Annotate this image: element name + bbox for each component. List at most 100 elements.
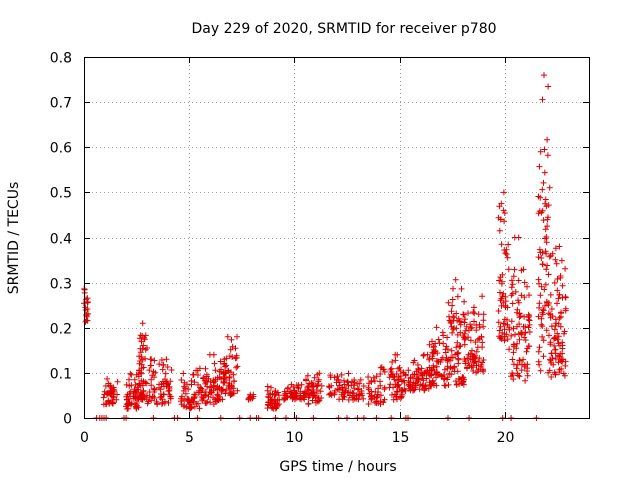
data-point — [158, 357, 165, 363]
data-point — [228, 336, 235, 343]
data-point — [389, 359, 396, 365]
data-point — [438, 372, 445, 379]
data-point — [456, 318, 463, 325]
data-point — [559, 339, 566, 346]
data-point — [281, 396, 287, 403]
data-point — [420, 352, 427, 359]
data-point — [461, 341, 468, 348]
data-point — [297, 394, 304, 400]
data-point — [516, 357, 523, 364]
data-point — [474, 368, 481, 375]
data-point — [443, 343, 450, 350]
data-point — [558, 257, 565, 264]
data-point — [214, 391, 221, 398]
data-point — [556, 291, 563, 298]
data-point — [558, 309, 565, 316]
data-point — [377, 371, 384, 377]
data-point — [463, 323, 470, 330]
data-point — [461, 330, 468, 337]
data-point — [505, 266, 512, 273]
data-point — [234, 387, 241, 394]
data-point — [351, 395, 358, 402]
data-point — [468, 363, 475, 370]
data-point — [305, 394, 312, 401]
data-point — [552, 346, 559, 353]
data-point — [168, 367, 175, 373]
data-point — [513, 309, 520, 316]
data-point — [502, 293, 509, 300]
data-point — [448, 347, 455, 354]
data-point — [444, 334, 451, 341]
data-point — [181, 397, 188, 403]
data-point — [542, 281, 549, 288]
data-point — [452, 276, 459, 283]
data-point — [536, 361, 543, 368]
data-point — [559, 294, 566, 301]
x-tick-label: 5 — [185, 430, 194, 446]
data-point — [144, 400, 151, 407]
data-point — [525, 324, 532, 331]
data-point — [560, 370, 567, 377]
data-point — [150, 368, 157, 375]
data-point — [342, 389, 349, 396]
data-point — [181, 402, 188, 409]
data-point — [202, 365, 209, 372]
data-point — [159, 366, 166, 373]
data-point — [539, 207, 546, 214]
data-point — [539, 96, 546, 103]
data-point — [506, 346, 513, 353]
data-point — [554, 276, 561, 282]
data-point — [510, 349, 517, 356]
data-point — [540, 179, 547, 186]
data-point — [448, 323, 455, 330]
data-point — [457, 321, 464, 328]
data-point — [357, 376, 364, 383]
data-point — [502, 250, 509, 257]
data-point — [227, 346, 234, 353]
data-point — [547, 341, 554, 348]
data-point — [552, 245, 559, 252]
data-point — [200, 394, 207, 401]
data-point — [508, 284, 515, 291]
data-point — [390, 373, 397, 380]
data-point — [162, 398, 168, 405]
data-point — [455, 349, 462, 356]
data-point — [310, 388, 317, 395]
data-point — [247, 395, 254, 402]
data-point — [555, 340, 562, 347]
data-point — [203, 373, 210, 380]
data-point — [366, 390, 373, 397]
data-point — [165, 381, 171, 388]
data-point — [556, 243, 563, 250]
data-point — [350, 382, 357, 389]
data-point — [500, 299, 507, 306]
data-point — [514, 361, 521, 368]
data-point — [429, 378, 436, 385]
data-point — [471, 352, 478, 359]
data-point — [449, 302, 456, 309]
data-point — [504, 304, 511, 311]
data-point — [548, 374, 555, 380]
data-point — [449, 296, 456, 303]
data-point — [461, 311, 467, 318]
data-point — [224, 333, 231, 340]
data-point — [396, 364, 403, 371]
data-point — [457, 342, 464, 349]
data-point — [446, 370, 453, 377]
data-point — [127, 370, 134, 377]
data-point — [518, 330, 525, 336]
data-point — [535, 193, 542, 200]
data-point — [317, 388, 324, 395]
data-point — [480, 311, 487, 318]
data-point — [433, 363, 440, 370]
data-point — [455, 315, 462, 322]
y-tick-label: 0.8 — [50, 51, 72, 67]
data-point — [562, 362, 569, 369]
data-point — [536, 246, 543, 253]
data-point — [222, 390, 229, 397]
data-point — [100, 401, 107, 408]
data-point — [138, 354, 145, 360]
data-point — [146, 394, 153, 401]
data-point — [141, 336, 148, 343]
data-point — [435, 336, 442, 343]
